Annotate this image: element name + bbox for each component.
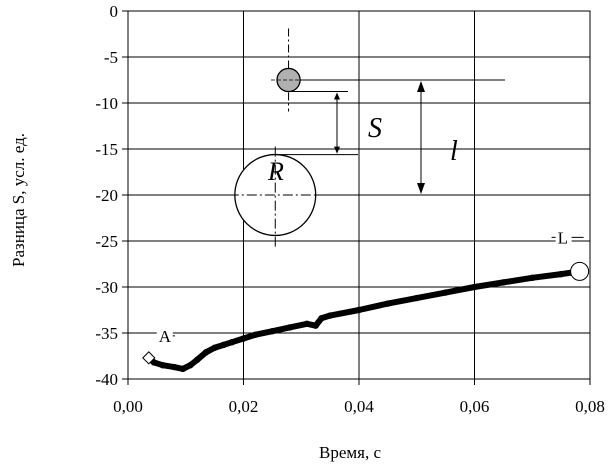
data-point: [194, 356, 201, 363]
data-point: [251, 331, 259, 339]
y-axis-title: Разница S, усл. ед.: [9, 133, 28, 267]
annotation-l: l: [450, 136, 458, 167]
data-point: [312, 322, 319, 329]
data-point: [179, 365, 187, 373]
y-tick-label: -25: [95, 232, 118, 251]
data-point: [442, 289, 449, 296]
data-point: [187, 362, 194, 369]
data-point: [318, 315, 325, 322]
data-point: [269, 327, 276, 335]
annotation-S: S: [368, 113, 382, 144]
marker-l: [570, 261, 590, 281]
y-tick-label: -15: [95, 140, 118, 159]
inset-diagram: [228, 28, 505, 248]
data-point: [413, 294, 420, 302]
data-point: [220, 341, 227, 349]
data-point: [171, 363, 178, 371]
dim-l-arrow-top: [417, 81, 425, 92]
data-point: [211, 344, 218, 351]
series-layer: [145, 268, 583, 373]
y-tick-label: -5: [104, 48, 118, 67]
data-point: [384, 300, 392, 307]
x-tick-label: 0,04: [344, 397, 374, 416]
data-point: [326, 312, 334, 319]
dim-l-arrow-bottom: [417, 183, 425, 194]
annotations: S l R: [267, 113, 458, 186]
marker-l-label-bg: [555, 227, 572, 248]
data-point: [159, 362, 166, 369]
markers: AL: [142, 227, 590, 365]
marker-a-label: A: [159, 327, 172, 346]
marker-a: [142, 351, 156, 365]
ticks: 0,00 0,02 0,04 0,06 0,08 0 -5 -10 -15 -20 -25 -30 -3…: [95, 2, 605, 416]
marker-l-label: L: [558, 228, 568, 247]
y-tick-label: -10: [95, 94, 118, 113]
x-tick-label: 0,08: [575, 397, 605, 416]
data-point: [500, 279, 507, 286]
data-point: [529, 274, 536, 281]
annotation-R: R: [267, 157, 284, 186]
x-axis-title: Время, с: [319, 443, 381, 462]
data-point: [303, 320, 311, 327]
plot-frame: [127, 10, 591, 380]
x-tick-label: 0,00: [113, 397, 143, 416]
series-line: [145, 268, 583, 372]
data-point: [471, 283, 478, 291]
x-tick-label: 0,02: [229, 397, 259, 416]
data-point: [228, 339, 236, 346]
data-point: [202, 349, 210, 356]
data-point: [355, 306, 363, 314]
dim-S-arrow-bottom: [334, 146, 340, 154]
marker-a-label-bg: [156, 325, 173, 346]
y-tick-label: -20: [95, 186, 118, 205]
x-tick-label: 0,06: [460, 397, 490, 416]
dim-S-arrow-top: [334, 92, 340, 100]
data-point: [240, 335, 247, 342]
y-tick-label: -40: [95, 370, 118, 389]
data-point: [557, 270, 565, 278]
data-point: [286, 324, 293, 331]
y-tick-label: -30: [95, 278, 118, 297]
y-tick-label: -35: [95, 324, 118, 343]
y-tick-label: 0: [110, 2, 119, 21]
